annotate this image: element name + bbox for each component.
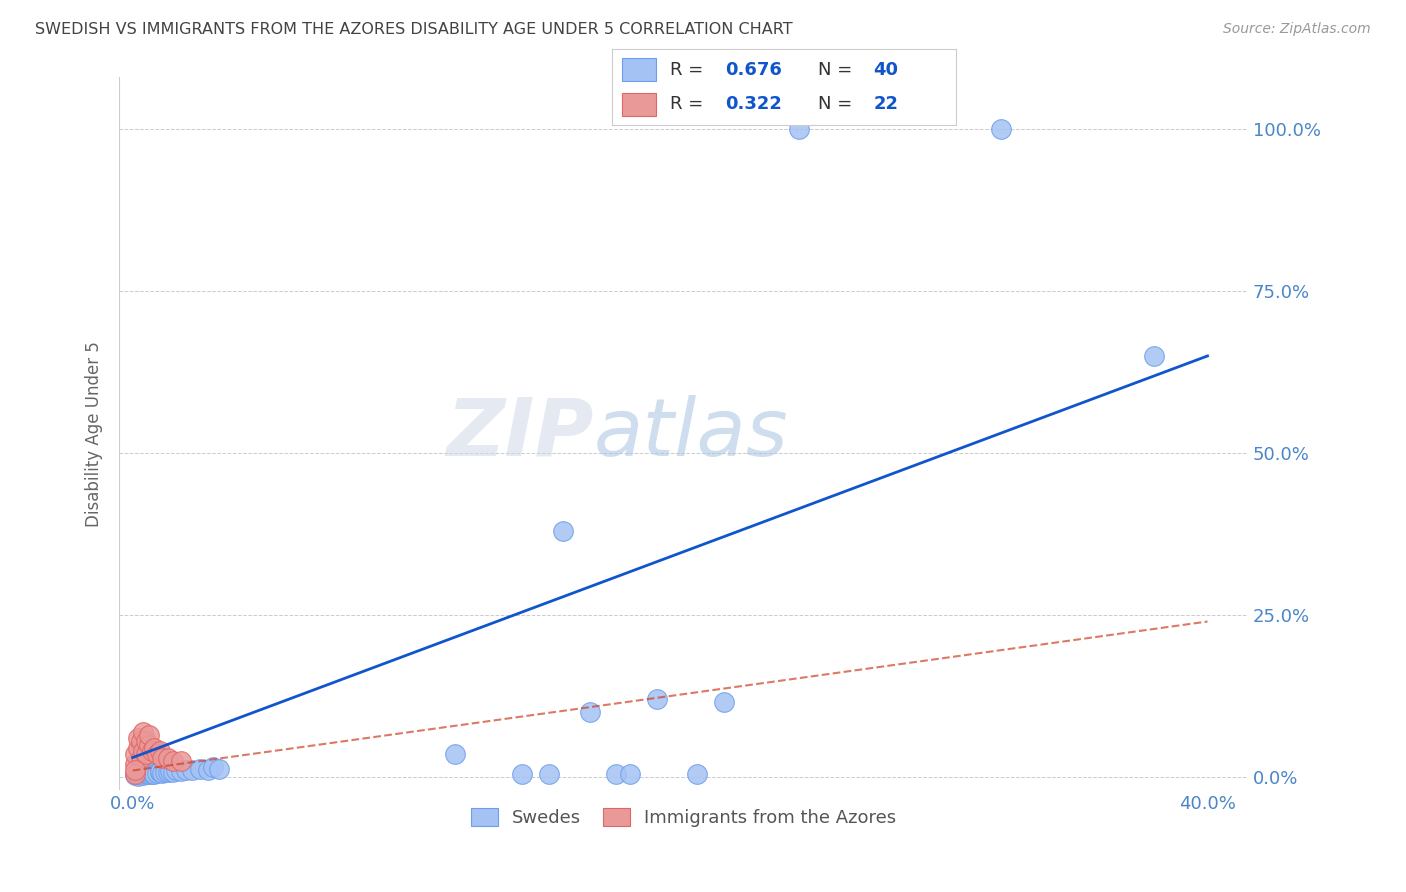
- Point: [138, 764, 160, 779]
- FancyBboxPatch shape: [621, 58, 657, 81]
- Point: [170, 754, 193, 768]
- Point: [146, 747, 169, 762]
- Point: [551, 524, 574, 538]
- Point: [787, 122, 810, 136]
- Text: 22: 22: [873, 95, 898, 113]
- Text: atlas: atlas: [593, 394, 787, 473]
- Point: [135, 766, 157, 780]
- Text: R =: R =: [671, 61, 709, 78]
- Text: SWEDISH VS IMMIGRANTS FROM THE AZORES DISABILITY AGE UNDER 5 CORRELATION CHART: SWEDISH VS IMMIGRANTS FROM THE AZORES DI…: [35, 22, 793, 37]
- Point: [127, 766, 149, 780]
- Point: [132, 765, 155, 780]
- Point: [138, 728, 160, 742]
- Point: [129, 750, 152, 764]
- Point: [990, 122, 1012, 136]
- Point: [605, 767, 627, 781]
- Point: [143, 766, 166, 780]
- Point: [124, 757, 146, 772]
- Text: N =: N =: [818, 61, 858, 78]
- Point: [512, 766, 534, 780]
- Text: 0.676: 0.676: [725, 61, 782, 78]
- Point: [150, 750, 173, 764]
- Point: [127, 769, 149, 783]
- Point: [686, 767, 709, 781]
- Y-axis label: Disability Age Under 5: Disability Age Under 5: [86, 341, 103, 526]
- Point: [129, 766, 152, 780]
- Point: [713, 696, 735, 710]
- Point: [135, 747, 157, 762]
- Point: [156, 765, 179, 780]
- Point: [141, 765, 163, 780]
- Point: [578, 705, 600, 719]
- Point: [148, 764, 170, 778]
- Point: [129, 734, 152, 748]
- Point: [132, 744, 155, 758]
- Point: [135, 734, 157, 748]
- Point: [538, 766, 561, 780]
- FancyBboxPatch shape: [621, 93, 657, 116]
- Text: N =: N =: [818, 95, 858, 113]
- Point: [1143, 349, 1166, 363]
- Point: [129, 767, 152, 781]
- Point: [141, 744, 163, 758]
- Point: [162, 764, 184, 779]
- Point: [148, 744, 170, 758]
- Text: 40: 40: [873, 61, 898, 78]
- Point: [141, 767, 163, 781]
- Point: [146, 766, 169, 780]
- Point: [143, 740, 166, 755]
- Point: [153, 764, 176, 779]
- Point: [156, 750, 179, 764]
- Point: [132, 724, 155, 739]
- Point: [124, 768, 146, 782]
- Point: [188, 762, 211, 776]
- Point: [135, 767, 157, 781]
- Point: [202, 760, 225, 774]
- Point: [159, 764, 181, 778]
- Point: [124, 766, 146, 780]
- Point: [148, 765, 170, 780]
- Text: ZIP: ZIP: [446, 394, 593, 473]
- Point: [180, 764, 202, 778]
- Point: [124, 747, 146, 762]
- Point: [127, 740, 149, 755]
- Point: [176, 763, 198, 777]
- Point: [124, 764, 146, 778]
- Point: [127, 731, 149, 745]
- Text: R =: R =: [671, 95, 709, 113]
- Text: Source: ZipAtlas.com: Source: ZipAtlas.com: [1223, 22, 1371, 37]
- Point: [645, 692, 668, 706]
- Point: [619, 767, 641, 781]
- Point: [165, 764, 187, 778]
- Point: [197, 763, 219, 777]
- Point: [150, 766, 173, 780]
- Point: [170, 764, 193, 778]
- Point: [444, 747, 467, 762]
- Text: 0.322: 0.322: [725, 95, 782, 113]
- Point: [162, 754, 184, 768]
- Point: [138, 738, 160, 752]
- Legend: Swedes, Immigrants from the Azores: Swedes, Immigrants from the Azores: [464, 800, 904, 834]
- Point: [132, 768, 155, 782]
- Point: [138, 766, 160, 780]
- Point: [208, 762, 231, 776]
